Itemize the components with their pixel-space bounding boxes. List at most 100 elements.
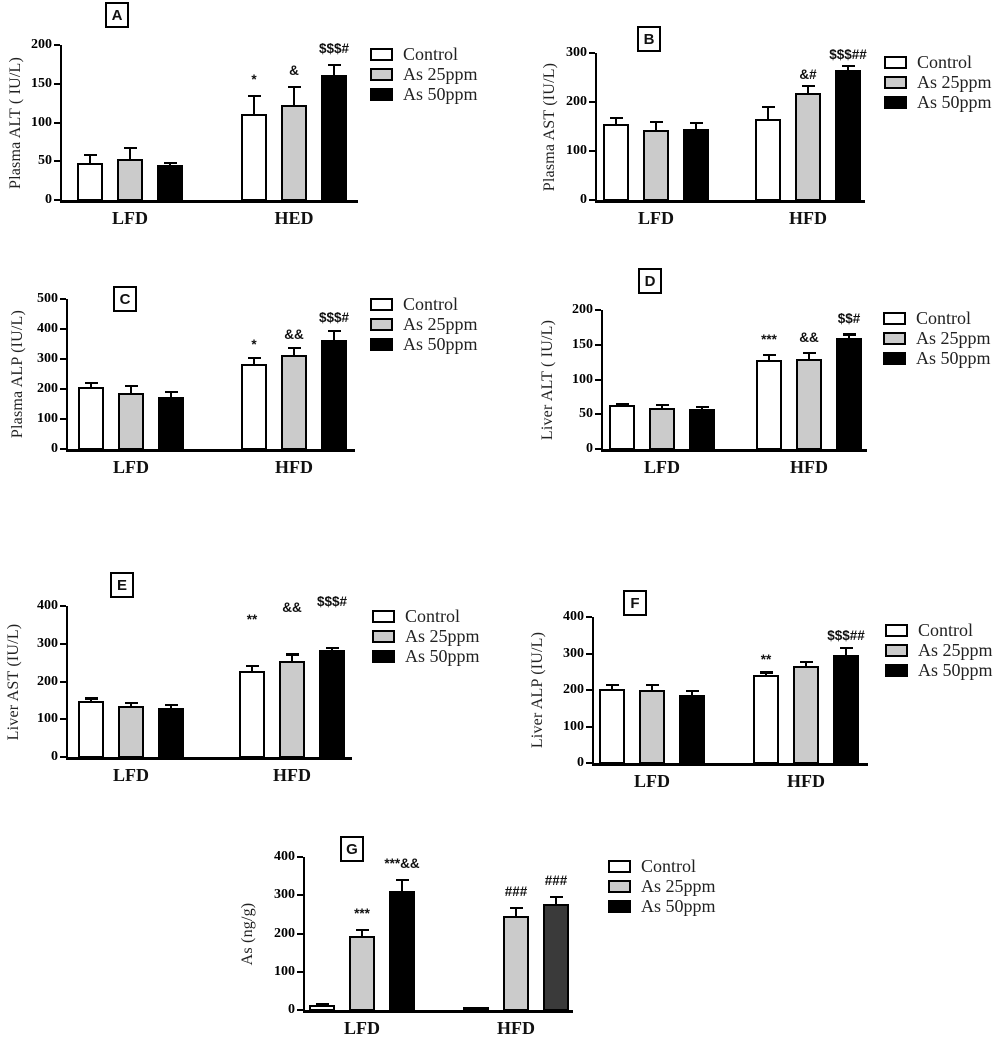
y-tick — [589, 101, 595, 103]
y-tick-label: 300 — [274, 887, 295, 903]
panel-letter-f: F — [623, 590, 647, 616]
legend-swatch-control — [370, 48, 393, 61]
y-tick — [595, 309, 601, 311]
y-axis — [60, 45, 63, 202]
bar-control-hfd — [753, 675, 779, 764]
y-tick — [595, 413, 601, 416]
y-tick — [60, 605, 66, 607]
error-bar-line — [129, 148, 131, 159]
legend-swatch-control — [370, 298, 393, 311]
error-bar-line — [89, 155, 91, 163]
bar-as-50ppm-hfd — [833, 654, 859, 764]
panel-letter-d: D — [638, 268, 662, 294]
significance-annotation: $$$# — [318, 310, 350, 326]
bar-control-lfd — [309, 1005, 335, 1011]
x-axis — [592, 763, 868, 766]
significance-annotation: ** — [246, 612, 258, 628]
x-group-label-lfd: LFD — [634, 771, 670, 791]
error-bar-cap — [761, 105, 775, 109]
error-bar-line — [805, 661, 807, 667]
error-bar-cap — [287, 346, 301, 349]
y-tick-label: 300 — [563, 645, 584, 661]
error-bar-cap — [799, 660, 813, 663]
legend-swatch-as-25ppm — [884, 76, 907, 89]
y-tick — [589, 150, 595, 152]
bar-as-25ppm-lfd — [118, 705, 144, 758]
error-bar-cap — [842, 333, 856, 336]
x-group-label-hfd: HFD — [790, 457, 828, 477]
y-axis-label: As (ng/g) — [239, 902, 256, 965]
y-tick — [54, 82, 60, 85]
error-bar-cap — [247, 95, 261, 98]
legend-swatch-as-25ppm — [372, 630, 395, 643]
significance-annotation: *** — [761, 332, 777, 348]
error-bar-line — [333, 65, 335, 76]
y-tick-label: 400 — [37, 598, 58, 613]
significance-annotation: && — [284, 326, 304, 342]
error-bar-line — [253, 358, 255, 365]
y-tick-label: 300 — [37, 351, 58, 366]
error-bar-line — [401, 879, 403, 892]
y-tick — [586, 725, 592, 728]
legend-label-control: Control — [917, 52, 973, 72]
error-bar-cap — [762, 354, 776, 357]
legend-label-as-50ppm: As 50ppm — [917, 92, 992, 112]
panel-A-chart: A Plasma ALT ( IU/L) 0 50 100 150 200 * & $$$# LFD… — [0, 0, 500, 248]
panel-letter-a: A — [105, 2, 129, 28]
significance-annotation: ** — [760, 652, 772, 668]
significance-annotation: && — [282, 600, 302, 616]
panel-C-chart: C Plasma ALP (IU/L) 0 100 200 300 400 500 * && $$$… — [0, 250, 500, 498]
legend-label-as-25ppm: As 25ppm — [918, 640, 993, 660]
legend-swatch-as-25ppm — [608, 880, 631, 893]
legend-swatch-as-25ppm — [883, 332, 906, 345]
legend-label-control: Control — [916, 308, 972, 328]
x-group-label-hfd: HFD — [787, 771, 825, 791]
legend-swatch-as-25ppm — [370, 68, 393, 81]
bar-as-25ppm-lfd — [639, 690, 665, 764]
bar-control-lfd — [78, 386, 104, 450]
x-group-label-hfd: HFD — [273, 765, 311, 785]
x-group-label-lfd: LFD — [113, 765, 149, 785]
bar-as-25ppm-hfd — [793, 666, 819, 764]
error-bar-line — [90, 698, 92, 702]
error-bar-line — [555, 897, 557, 905]
bar-as-50ppm-hfd — [543, 904, 569, 1011]
legend-label-as-50ppm: As 50ppm — [405, 646, 480, 666]
y-tick-label: 500 — [37, 291, 58, 306]
y-tick — [60, 756, 66, 758]
legend-label-as-25ppm: As 25ppm — [405, 626, 480, 646]
error-bar-line — [611, 684, 613, 689]
error-bar-line — [293, 347, 295, 356]
y-axis — [303, 857, 306, 1012]
x-axis — [60, 200, 358, 203]
legend-label-control: Control — [403, 44, 459, 64]
bar-as-50ppm-lfd — [158, 397, 184, 450]
bar-control-hfd — [755, 119, 781, 201]
y-tick — [297, 856, 303, 858]
y-tick-label: 100 — [566, 143, 587, 158]
error-bar-cap — [355, 928, 369, 931]
error-bar-line — [293, 86, 295, 105]
bar-as-25ppm-lfd — [643, 129, 669, 201]
bar-as-25ppm-lfd — [649, 407, 675, 450]
y-tick-label: 50 — [38, 153, 52, 169]
y-tick-label: 0 — [51, 441, 58, 456]
bar-as-50ppm-hfd — [319, 650, 345, 758]
legend-swatch-as-25ppm — [370, 318, 393, 331]
error-bar-cap — [327, 64, 341, 67]
y-tick — [297, 970, 303, 973]
panel-letter-b: B — [637, 26, 661, 52]
error-bar-cap — [327, 330, 341, 333]
error-bar-line — [251, 666, 253, 672]
error-bar-line — [253, 96, 255, 114]
error-bar-line — [651, 684, 653, 690]
bar-control-lfd — [78, 701, 104, 758]
error-bar-cap — [759, 671, 773, 674]
bar-as-25ppm-lfd — [118, 393, 144, 450]
y-axis — [592, 617, 595, 765]
legend-swatch-control — [372, 610, 395, 623]
y-tick — [595, 448, 601, 450]
error-bar-line — [615, 117, 617, 125]
bar-control-hfd — [241, 364, 267, 450]
error-bar-cap — [285, 653, 299, 656]
